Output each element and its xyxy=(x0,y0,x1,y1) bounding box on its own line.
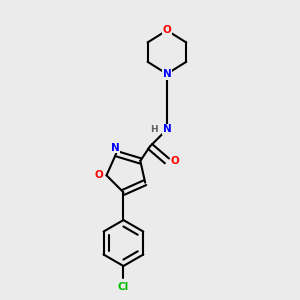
Text: N: N xyxy=(163,124,171,134)
Text: O: O xyxy=(95,170,103,180)
Text: O: O xyxy=(163,26,171,35)
Text: Cl: Cl xyxy=(118,281,129,292)
Text: O: O xyxy=(171,156,180,166)
Text: N: N xyxy=(163,69,171,79)
Text: H: H xyxy=(150,125,158,134)
Text: N: N xyxy=(111,142,119,153)
